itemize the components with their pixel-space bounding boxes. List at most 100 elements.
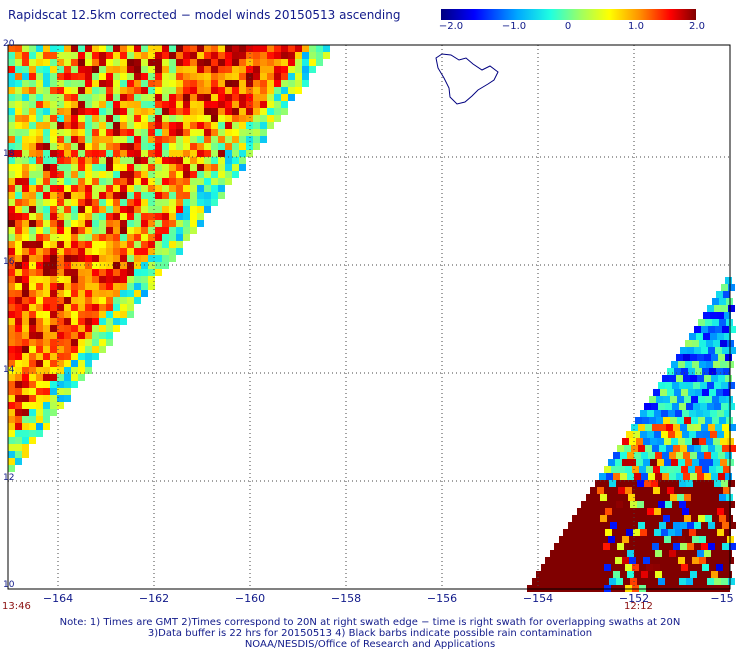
wind-cell [106,143,113,150]
wind-cell [700,480,707,487]
wind-cell [169,150,176,157]
wind-cell [281,66,288,73]
wind-cell [85,136,92,143]
wind-cell [15,367,22,374]
wind-cell [99,171,106,178]
wind-cell [85,122,92,129]
wind-cell [155,185,162,192]
wind-cell [685,340,692,347]
wind-cell [8,325,15,332]
wind-cell [717,333,724,340]
wind-cell [722,347,729,354]
wind-cell [190,80,197,87]
wind-cell [295,80,302,87]
wind-cell [148,115,155,122]
wind-cell [134,143,141,150]
wind-cell [22,227,29,234]
wind-cell [720,340,727,347]
wind-cell [36,262,43,269]
wind-cell [15,458,22,465]
wind-cell [36,367,43,374]
wind-cell [148,52,155,59]
wind-cell [50,73,57,80]
wind-cell [15,374,22,381]
wind-cell [675,410,682,417]
wind-cell [584,508,591,515]
wind-cell [225,122,232,129]
wind-cell [36,129,43,136]
wind-cell [113,108,120,115]
wind-cell [267,101,274,108]
wind-cell [99,80,106,87]
wind-cell [700,382,707,389]
wind-cell [239,143,246,150]
wind-cell [253,115,260,122]
wind-cell [64,136,71,143]
wind-cell [64,255,71,262]
wind-cell [99,269,106,276]
wind-cell [641,571,648,578]
wind-cell [50,374,57,381]
wind-cell [211,52,218,59]
wind-cell [703,431,710,438]
wind-cell [22,402,29,409]
wind-cell [669,571,676,578]
wind-cell [71,353,78,360]
wind-cell [36,269,43,276]
wind-cell [43,381,50,388]
wind-cell [148,276,155,283]
wind-cell [699,536,706,543]
wind-cell [36,199,43,206]
wind-cell [650,536,657,543]
wind-cell [99,283,106,290]
wind-cell [722,543,729,550]
wind-cell [57,94,64,101]
wind-cell [22,339,29,346]
wind-cell [85,220,92,227]
wind-cell [50,388,57,395]
wind-cell [606,550,613,557]
wind-cell [106,332,113,339]
wind-cell [603,543,610,550]
wind-cell [106,241,113,248]
wind-cell [260,66,267,73]
wind-cell [190,185,197,192]
wind-cell [36,115,43,122]
wind-cell [632,466,639,473]
wind-cell [120,311,127,318]
wind-cell [50,311,57,318]
wind-cell [568,522,575,529]
wind-cell [218,59,225,66]
wind-cell [15,227,22,234]
wind-cell [711,473,718,480]
wind-cell [694,522,701,529]
wind-cell [57,353,64,360]
wind-cell [557,550,564,557]
hawaii-coastline [435,53,499,105]
wind-cell [43,206,50,213]
wind-cell [71,101,78,108]
wind-cell [670,396,677,403]
wind-cell [57,87,64,94]
wind-cell [78,66,85,73]
wind-cell [661,431,668,438]
wind-cell [190,213,197,220]
wind-cell [141,199,148,206]
wind-cell [169,178,176,185]
wind-cell [700,403,707,410]
wind-cell [113,101,120,108]
wind-cell [689,431,696,438]
wind-cell [681,389,688,396]
wind-cell [78,59,85,66]
wind-cell [15,304,22,311]
wind-cell [555,564,562,571]
wind-cell [36,94,43,101]
wind-cell [113,220,120,227]
wind-cell [687,347,694,354]
wind-cell [120,227,127,234]
wind-cell [692,340,699,347]
wind-cell [239,164,246,171]
wind-cell [148,157,155,164]
wind-cell [717,312,724,319]
wind-cell [85,108,92,115]
